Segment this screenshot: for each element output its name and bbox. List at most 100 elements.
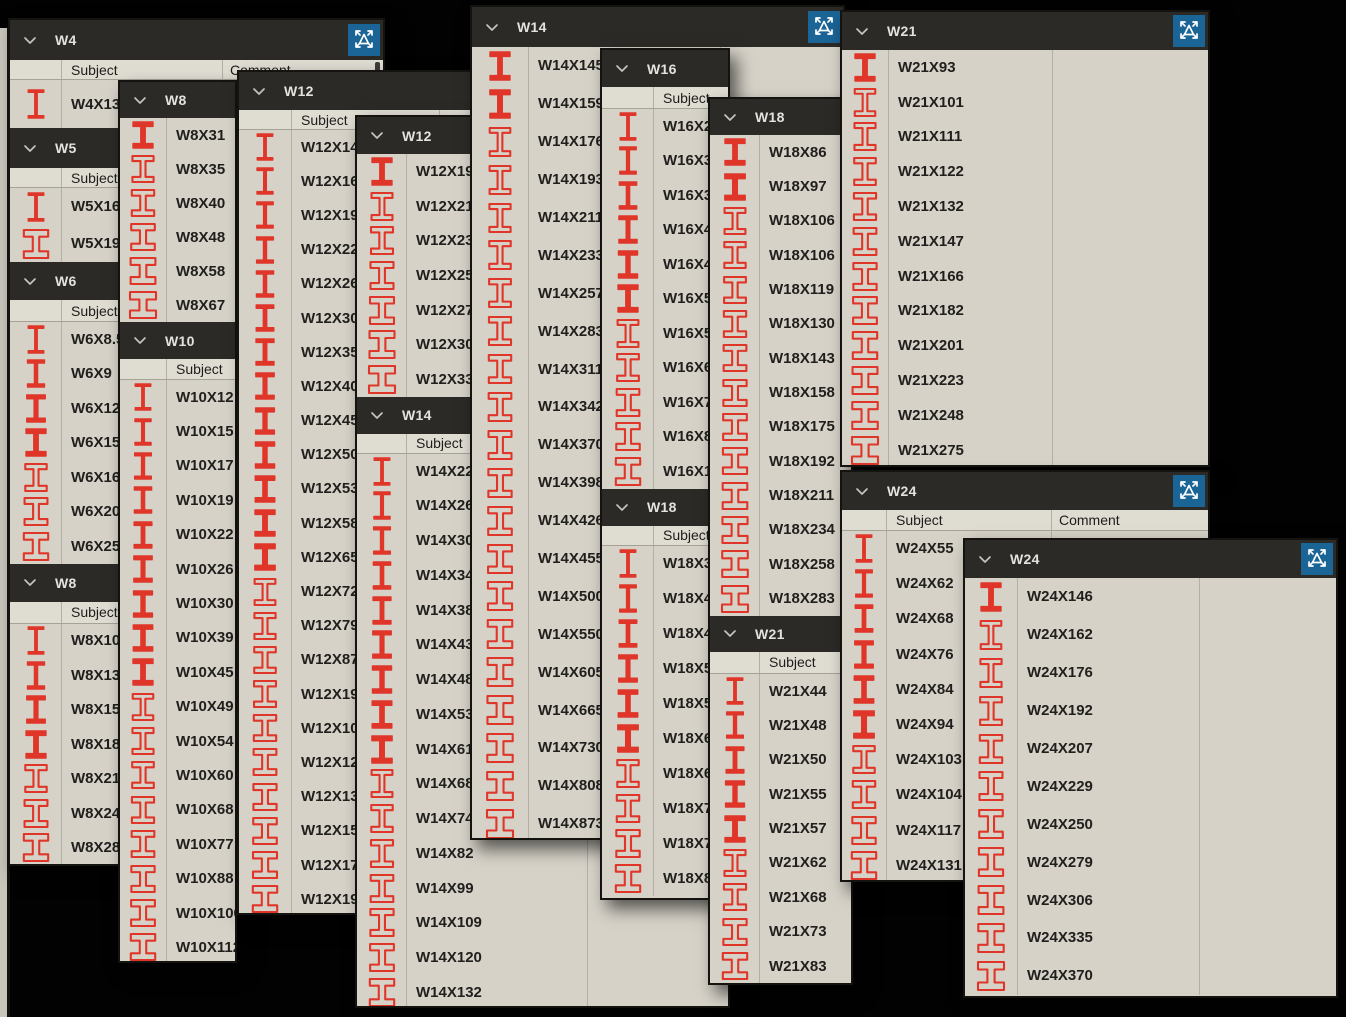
chevron-down-icon[interactable] xyxy=(855,487,869,496)
table-row[interactable]: W16X57 xyxy=(602,316,728,351)
table-row[interactable]: W18X76 xyxy=(602,825,728,861)
table-row[interactable]: W18X258 xyxy=(710,547,851,582)
chevron-down-icon[interactable] xyxy=(370,411,384,420)
section-title-bar[interactable]: W12 xyxy=(239,72,476,110)
table-row[interactable]: W10X17 xyxy=(120,448,235,484)
table-row[interactable]: W24X68 xyxy=(842,601,1208,637)
table-row[interactable]: W8X13 xyxy=(10,658,383,693)
table-row[interactable]: W16X31 xyxy=(602,143,728,178)
table-row[interactable]: W10X39 xyxy=(120,620,235,656)
table-row[interactable]: W18X158 xyxy=(710,375,851,410)
table-row[interactable]: W18X65 xyxy=(602,755,728,791)
table-row[interactable]: W21X147 xyxy=(842,223,1208,259)
table-row[interactable]: W8X48 xyxy=(120,220,235,254)
table-row[interactable]: W14X48 xyxy=(357,662,728,698)
table-row[interactable]: W14X68 xyxy=(357,766,728,802)
table-row[interactable]: W14X74 xyxy=(357,801,728,837)
table-row[interactable]: W21X50 xyxy=(710,742,851,777)
chevron-down-icon[interactable] xyxy=(252,87,266,96)
table-row[interactable]: W18X97 xyxy=(710,169,851,204)
section-title-bar[interactable]: W21 xyxy=(842,12,1208,50)
table-row[interactable]: W10X68 xyxy=(120,792,235,828)
table-row[interactable]: W18X130 xyxy=(710,306,851,342)
table-row[interactable]: W10X15 xyxy=(120,414,235,449)
table-row[interactable]: W21X223 xyxy=(842,363,1208,398)
table-row[interactable]: W12X305 xyxy=(357,327,728,363)
table-row[interactable]: W21X132 xyxy=(842,189,1208,224)
chevron-down-icon[interactable] xyxy=(133,96,147,105)
section-title-bar[interactable]: W4 xyxy=(10,20,383,60)
table-row[interactable]: W21X48 xyxy=(710,708,851,743)
table-row[interactable]: W14X233 xyxy=(472,236,843,275)
table-row[interactable]: W14X550 xyxy=(472,615,843,654)
table-row[interactable]: W21X166 xyxy=(842,258,1208,294)
table-row[interactable]: W24X55 xyxy=(842,531,1208,567)
table-row[interactable]: W21X182 xyxy=(842,293,1208,329)
section-title-bar[interactable]: W24 xyxy=(965,540,1336,578)
table-row[interactable]: W18X86 xyxy=(602,860,728,896)
table-row[interactable]: W14X370 xyxy=(472,425,843,464)
section-title-bar[interactable]: W8 xyxy=(120,82,235,118)
table-row[interactable]: W21X44 xyxy=(710,673,851,709)
table-row[interactable]: W18X192 xyxy=(710,444,851,479)
table-row[interactable]: W21X248 xyxy=(842,397,1208,433)
table-row[interactable]: W12X336 xyxy=(357,362,728,397)
table-row[interactable]: W12X279 xyxy=(357,292,728,328)
table-row[interactable]: W12X22 xyxy=(239,232,476,267)
table-row[interactable]: W8X35 xyxy=(120,152,235,186)
table-row[interactable]: W24X279 xyxy=(965,843,1336,882)
table-row[interactable]: W12X79 xyxy=(239,608,476,643)
fit-view-button[interactable] xyxy=(348,24,380,56)
chevron-down-icon[interactable] xyxy=(978,555,992,564)
table-row[interactable]: W21X62 xyxy=(710,845,851,881)
table-row[interactable]: W18X211 xyxy=(710,478,851,513)
table-row[interactable]: W8X10 xyxy=(10,623,383,658)
table-row[interactable]: W18X60 xyxy=(602,720,728,756)
table-row[interactable]: W10X26 xyxy=(120,551,235,587)
table-row[interactable]: W14X426 xyxy=(472,501,843,540)
table-row[interactable]: W10X88 xyxy=(120,861,235,896)
table-row[interactable]: W10X19 xyxy=(120,483,235,518)
table-row[interactable]: W14X34 xyxy=(357,558,728,593)
table-row[interactable]: W10X77 xyxy=(120,827,235,862)
table-row[interactable]: W16X26 xyxy=(602,109,728,144)
table-row[interactable]: W24X62 xyxy=(842,566,1208,602)
table-row[interactable]: W8X67 xyxy=(120,288,235,322)
chevron-down-icon[interactable] xyxy=(855,27,869,36)
table-row[interactable]: W24X176 xyxy=(965,653,1336,692)
table-row[interactable]: W10X112 xyxy=(120,930,235,961)
chevron-down-icon[interactable] xyxy=(723,113,737,122)
table-row[interactable]: W10X60 xyxy=(120,758,235,793)
table-row[interactable]: W14X99 xyxy=(357,870,728,906)
fit-view-button[interactable] xyxy=(1301,543,1333,575)
table-row[interactable]: W14X120 xyxy=(357,940,728,976)
table-row[interactable]: W24X192 xyxy=(965,691,1336,730)
table-row[interactable]: W16X45 xyxy=(602,247,728,282)
table-row[interactable]: W14X82 xyxy=(357,836,728,871)
table-row[interactable]: W6X12 xyxy=(10,391,383,426)
section-title-bar[interactable]: W21 xyxy=(710,615,851,652)
table-row[interactable]: W18X283 xyxy=(710,581,851,616)
table-row[interactable]: W14X605 xyxy=(472,653,843,692)
table-row[interactable]: W21X73 xyxy=(710,914,851,949)
table-row[interactable]: W12X30 xyxy=(239,300,476,336)
table-row[interactable]: W24X207 xyxy=(965,729,1336,768)
table-row[interactable]: W8X31 xyxy=(120,118,235,152)
table-row[interactable]: W14X176 xyxy=(472,122,843,161)
table-row[interactable]: W12X45 xyxy=(239,403,476,438)
scrollbar-thumb[interactable] xyxy=(375,62,380,77)
table-row[interactable]: W12X16 xyxy=(239,164,476,199)
table-row[interactable]: W14X26 xyxy=(357,488,728,524)
table-row[interactable]: W18X175 xyxy=(710,409,851,445)
table-row[interactable]: W8X28 xyxy=(10,830,383,864)
table-row[interactable]: W12X230 xyxy=(357,223,728,259)
table-row[interactable]: W24X162 xyxy=(965,615,1336,654)
table-row[interactable]: W6X20 xyxy=(10,494,383,529)
table-row[interactable]: W12X136 xyxy=(239,779,476,814)
table-row[interactable]: W12X14 xyxy=(239,130,476,165)
table-row[interactable]: W6X8.5 xyxy=(10,322,383,357)
chevron-down-icon[interactable] xyxy=(23,578,37,587)
table-row[interactable]: W14X311 xyxy=(472,350,843,389)
section-title-bar[interactable]: W18 xyxy=(710,99,851,135)
chevron-down-icon[interactable] xyxy=(23,277,37,286)
